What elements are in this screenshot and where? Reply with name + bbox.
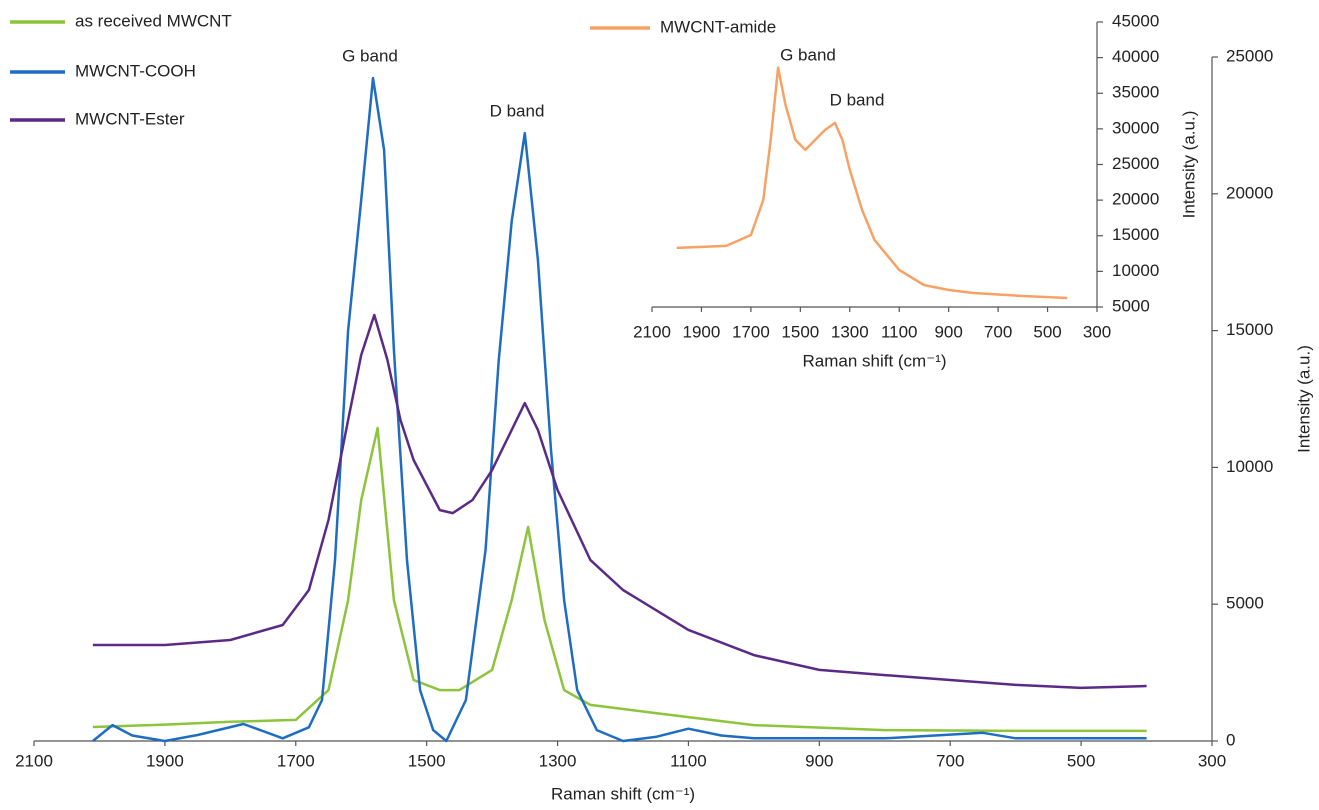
legend-label: as received MWCNT [75, 11, 232, 30]
series-line [92, 426, 1147, 733]
y-tick-label: 5000 [1226, 594, 1264, 613]
y-tick-label: 15000 [1112, 225, 1159, 244]
y-tick-label: 20000 [1226, 183, 1273, 202]
x-tick-label: 1500 [781, 322, 819, 341]
x-tick-label: 1500 [408, 751, 446, 770]
annotation: G band [342, 46, 398, 65]
legend-label: MWCNT-Ester [75, 109, 185, 128]
legend-label: MWCNT-amide [660, 17, 776, 36]
y-tick-label: 10000 [1112, 261, 1159, 280]
series-line [676, 66, 1068, 300]
x-tick-label: 900 [934, 322, 962, 341]
x-tick-label: 2100 [633, 322, 671, 341]
x-tick-label: 500 [1033, 322, 1061, 341]
y-tick-label: 15000 [1226, 320, 1273, 339]
x-axis-title: Raman shift (cm⁻¹) [802, 351, 946, 370]
x-tick-label: 1100 [881, 322, 918, 341]
x-tick-label: 1100 [670, 751, 707, 770]
annotation: D band [490, 101, 545, 120]
y-tick-label: 25000 [1112, 154, 1159, 173]
series-line [92, 313, 1147, 690]
x-tick-label: 500 [1067, 751, 1095, 770]
y-axis-title: Intensity (a.u.) [1294, 345, 1313, 453]
y-tick-label: 5000 [1112, 296, 1150, 315]
y-tick-label: 35000 [1112, 83, 1159, 102]
y-tick-label: 45000 [1112, 11, 1159, 30]
x-tick-label: 700 [936, 751, 964, 770]
y-axis-title: Intensity (a.u.) [1179, 111, 1198, 219]
y-tick-label: 10000 [1226, 457, 1273, 476]
annotation: D band [830, 90, 885, 109]
x-tick-label: 1300 [539, 751, 577, 770]
x-tick-label: 1700 [277, 751, 315, 770]
y-tick-label: 25000 [1226, 46, 1273, 65]
y-tick-label: 0 [1226, 730, 1235, 749]
x-tick-label: 1700 [732, 322, 770, 341]
x-axis-title: Raman shift (cm⁻¹) [551, 784, 695, 803]
legend-label: MWCNT-COOH [75, 61, 196, 80]
x-tick-label: 300 [1083, 322, 1111, 341]
x-tick-label: 2100 [15, 751, 53, 770]
x-tick-label: 700 [984, 322, 1012, 341]
x-tick-label: 300 [1198, 751, 1226, 770]
y-tick-label: 30000 [1112, 118, 1159, 137]
x-tick-label: 900 [805, 751, 833, 770]
annotation: G band [780, 45, 836, 64]
y-tick-label: 40000 [1112, 47, 1159, 66]
y-tick-label: 20000 [1112, 190, 1159, 209]
x-tick-label: 1900 [683, 322, 721, 341]
series-line [92, 76, 1147, 743]
x-tick-label: 1900 [146, 751, 184, 770]
x-tick-label: 1300 [831, 322, 869, 341]
